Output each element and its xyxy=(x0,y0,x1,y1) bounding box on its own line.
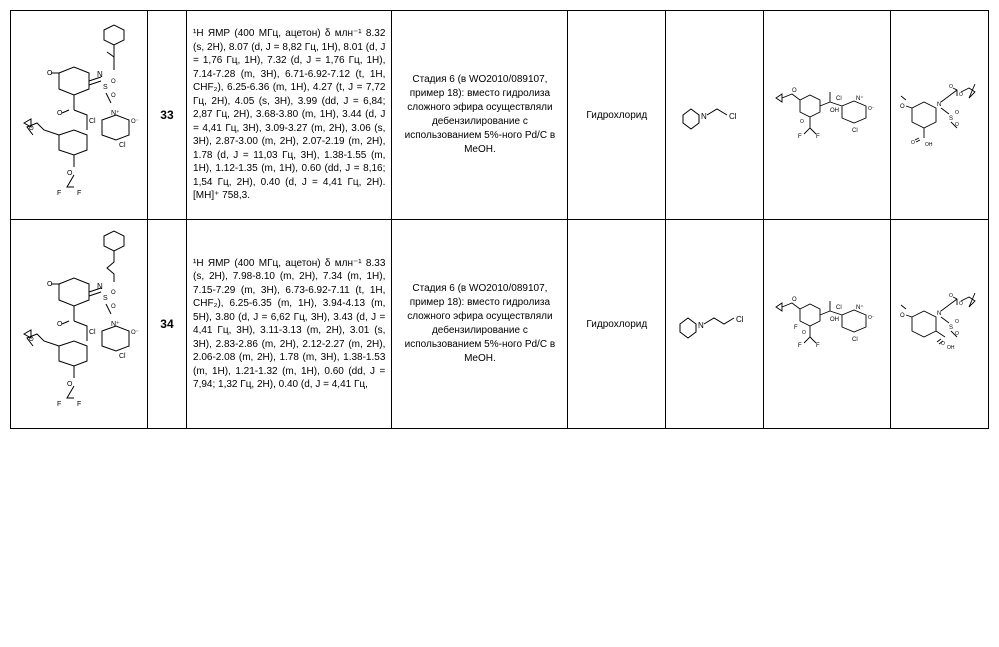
svg-text:Cl: Cl xyxy=(852,337,858,343)
svg-text:N: N xyxy=(937,311,941,317)
svg-text:O: O xyxy=(911,140,915,146)
svg-text:O: O xyxy=(792,88,797,94)
svg-text:N: N xyxy=(701,112,707,121)
svg-text:F: F xyxy=(77,190,81,197)
synthesis-notes: Стадия 6 (в WO2010/089107, пример 18): в… xyxy=(392,220,568,429)
table-row: N O S O O O Cl xyxy=(11,220,989,429)
svg-text:OH: OH xyxy=(947,345,955,351)
structure-b-cell: N Cl xyxy=(666,220,764,429)
svg-text:O: O xyxy=(57,110,63,117)
svg-text:O⁻: O⁻ xyxy=(131,330,139,336)
svg-text:O⁻: O⁻ xyxy=(131,119,139,125)
compound-number: 34 xyxy=(147,220,186,429)
svg-text:O: O xyxy=(67,170,73,177)
structure-d-cell: O N O O S O O O xyxy=(891,220,989,429)
svg-text:N: N xyxy=(97,282,103,291)
table-row: N O S O O O Cl xyxy=(11,11,989,220)
svg-text:F: F xyxy=(816,343,820,349)
svg-text:Cl: Cl xyxy=(736,315,744,324)
nmr-data: ¹Н ЯМР (400 МГц, ацетон) δ млн⁻¹ 8.33 (s… xyxy=(187,220,392,429)
synthesis-notes: Стадия 6 (в WO2010/089107, пример 18): в… xyxy=(392,11,568,220)
svg-text:O: O xyxy=(111,304,116,310)
svg-text:F: F xyxy=(798,343,802,349)
svg-text:Cl: Cl xyxy=(119,353,126,360)
svg-text:OH: OH xyxy=(925,142,933,148)
molecule-icon: O O F F OH Cl N⁺ O⁻ Cl xyxy=(772,80,882,150)
svg-text:O: O xyxy=(959,92,963,98)
molecule-icon: N Cl xyxy=(675,95,755,135)
nmr-data: ¹Н ЯМР (400 МГц, ацетон) δ млн⁻¹ 8.32 (s… xyxy=(187,11,392,220)
svg-text:F: F xyxy=(77,401,81,408)
molecule-icon: N O S O O O Cl xyxy=(19,224,139,424)
salt-form: Гидрохлорид xyxy=(568,11,666,220)
svg-text:Cl: Cl xyxy=(119,142,126,149)
svg-text:F: F xyxy=(816,134,820,140)
molecule-icon: N O S O O O Cl xyxy=(19,15,139,215)
svg-text:Cl: Cl xyxy=(836,305,842,311)
structure-b-cell: N Cl xyxy=(666,11,764,220)
molecule-icon: O N O O S O O O xyxy=(897,78,982,153)
molecule-icon: O N O O S O O O xyxy=(897,287,982,362)
svg-text:O: O xyxy=(802,330,806,336)
svg-text:S: S xyxy=(949,116,953,122)
svg-text:O: O xyxy=(67,381,73,388)
svg-text:O⁻: O⁻ xyxy=(868,106,875,112)
svg-text:N⁺: N⁺ xyxy=(111,110,120,117)
svg-text:O: O xyxy=(111,93,116,99)
svg-text:O: O xyxy=(959,301,963,307)
svg-text:N⁺: N⁺ xyxy=(111,321,120,328)
svg-text:O: O xyxy=(800,119,804,125)
svg-text:N⁺: N⁺ xyxy=(856,95,864,102)
svg-text:F: F xyxy=(798,134,802,140)
svg-text:N: N xyxy=(937,102,941,108)
structure-d-cell: O N O O S O O O xyxy=(891,11,989,220)
svg-text:S: S xyxy=(103,84,108,91)
svg-text:O: O xyxy=(949,84,953,90)
structure-c-cell: O O F F OH Cl N⁺ O⁻ Cl xyxy=(764,11,891,220)
molecule-icon: N Cl xyxy=(672,304,757,344)
svg-text:O: O xyxy=(949,293,953,299)
svg-text:N: N xyxy=(698,321,704,330)
molecule-icon: O F O F F OH Cl N⁺ O⁻ Cl xyxy=(772,289,882,359)
svg-text:F: F xyxy=(57,401,61,408)
svg-text:Cl: Cl xyxy=(729,112,737,121)
svg-text:Cl: Cl xyxy=(89,329,96,336)
svg-text:Cl: Cl xyxy=(852,128,858,134)
structure-main-cell: N O S O O O Cl xyxy=(11,11,148,220)
svg-text:O: O xyxy=(900,313,905,319)
svg-text:Cl: Cl xyxy=(89,118,96,125)
svg-text:O: O xyxy=(900,104,905,110)
svg-text:O: O xyxy=(111,79,116,85)
svg-text:O: O xyxy=(111,290,116,296)
svg-text:O: O xyxy=(955,319,959,325)
svg-text:O: O xyxy=(57,321,63,328)
structure-main-cell: N O S O O O Cl xyxy=(11,220,148,429)
svg-text:Cl: Cl xyxy=(836,96,842,102)
compound-table: N O S O O O Cl xyxy=(10,10,989,429)
compound-number: 33 xyxy=(147,11,186,220)
svg-text:F: F xyxy=(794,325,798,331)
svg-text:OH: OH xyxy=(830,317,839,323)
svg-text:N⁺: N⁺ xyxy=(856,304,864,311)
svg-text:OH: OH xyxy=(830,108,839,114)
structure-c-cell: O F O F F OH Cl N⁺ O⁻ Cl xyxy=(764,220,891,429)
svg-text:O: O xyxy=(792,297,797,303)
svg-text:O⁻: O⁻ xyxy=(868,315,875,321)
svg-text:F: F xyxy=(57,190,61,197)
svg-text:O: O xyxy=(955,110,959,116)
svg-text:S: S xyxy=(103,295,108,302)
salt-form: Гидрохлорид xyxy=(568,220,666,429)
svg-text:S: S xyxy=(949,325,953,331)
